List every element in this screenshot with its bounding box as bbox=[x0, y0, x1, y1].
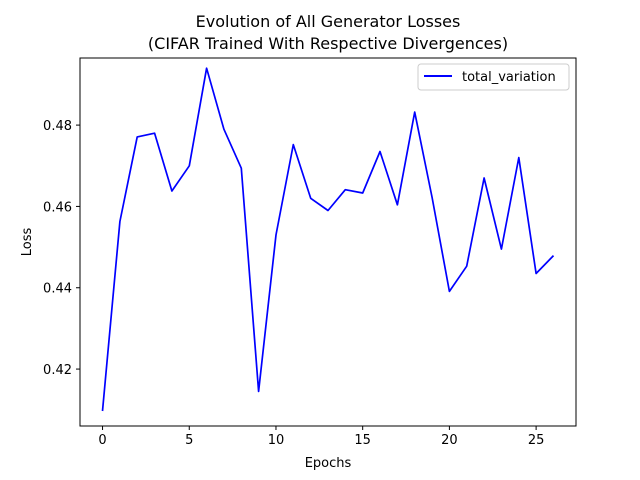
x-tick-label: 0 bbox=[98, 433, 106, 448]
chart-title-line-2: (CIFAR Trained With Respective Divergenc… bbox=[148, 34, 508, 53]
x-tick-label: 25 bbox=[528, 433, 545, 448]
x-tick-label: 20 bbox=[441, 433, 458, 448]
x-tick-label: 10 bbox=[268, 433, 285, 448]
y-tick-label: 0.44 bbox=[43, 282, 72, 297]
y-tick-label: 0.42 bbox=[43, 363, 72, 378]
series-line-total-variation bbox=[101, 67, 555, 412]
legend-box bbox=[417, 63, 570, 91]
plot-frame bbox=[79, 57, 577, 427]
legend: total_variation bbox=[417, 63, 570, 91]
plot-area bbox=[101, 67, 555, 412]
legend-label-total-variation: total_variation bbox=[462, 70, 556, 85]
y-tick-label: 0.46 bbox=[43, 200, 72, 215]
x-tick-label: 5 bbox=[185, 433, 193, 448]
x-tick-label: 15 bbox=[354, 433, 371, 448]
x-axis-label: Epochs bbox=[305, 456, 352, 471]
y-axis-label: Loss bbox=[20, 228, 35, 257]
chart-title-line-1: Evolution of All Generator Losses bbox=[196, 12, 461, 31]
y-tick-label: 0.48 bbox=[43, 119, 72, 134]
